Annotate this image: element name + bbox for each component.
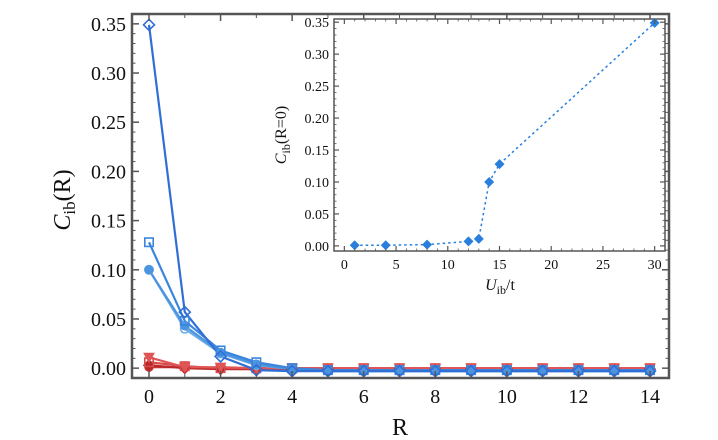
inset-x-axis-title-tail: /t bbox=[506, 277, 515, 294]
main-y-tick-label: 0.10 bbox=[91, 260, 126, 282]
inset-x-tick-label: 15 bbox=[493, 258, 507, 273]
data-point-red-triangle bbox=[178, 362, 191, 374]
main-plot-frame bbox=[130, 12, 671, 380]
inset-y-axis-title-symbol: C bbox=[273, 153, 290, 164]
data-point-dark-blue-diamond bbox=[213, 349, 228, 363]
main-y-tick-label: 0.00 bbox=[91, 358, 126, 380]
inset-x-axis-title-subscript: ib bbox=[497, 283, 506, 297]
main-x-tick-label: 0 bbox=[144, 386, 154, 408]
main-x-tick-label: 14 bbox=[640, 386, 660, 408]
main-x-tick-label: 2 bbox=[216, 386, 226, 408]
data-point-blue-square bbox=[251, 357, 262, 368]
inset-y-tick-label: 0.15 bbox=[305, 144, 330, 159]
inset-x-tick-label: 25 bbox=[596, 258, 610, 273]
main-y-tick-label: 0.35 bbox=[91, 14, 126, 36]
main-x-tick-label: 6 bbox=[359, 386, 369, 408]
inset-y-tick-label: 0.30 bbox=[305, 48, 330, 63]
data-point-red-triangle bbox=[214, 362, 227, 374]
inset-x-tick-label: 30 bbox=[648, 258, 662, 273]
main-x-axis-title: R bbox=[392, 415, 408, 440]
inset-x-axis-title: Uib/t bbox=[485, 277, 515, 297]
data-point-dark-blue-diamond bbox=[142, 18, 156, 32]
inset-x-tick-label: 20 bbox=[544, 258, 558, 273]
inset-data-point bbox=[473, 233, 484, 244]
inset-y-tick-label: 0.00 bbox=[305, 240, 330, 255]
inset-y-tick-label: 0.05 bbox=[305, 208, 330, 223]
inset-x-tick-label: 0 bbox=[341, 258, 348, 273]
main-x-tick-label: 12 bbox=[568, 386, 588, 408]
inset-data-point bbox=[494, 159, 505, 170]
data-point-blue-square bbox=[144, 237, 155, 248]
data-point-mid-blue-circle bbox=[144, 265, 154, 275]
main-x-tick-label: 10 bbox=[497, 386, 517, 408]
main-x-tick-label: 4 bbox=[287, 386, 297, 408]
data-point-blue-square bbox=[215, 345, 226, 356]
inset-plot-marks bbox=[349, 17, 660, 251]
main-y-tick-label: 0.15 bbox=[91, 211, 126, 233]
main-x-tick-label: 8 bbox=[430, 386, 440, 408]
main-axis-ticks: 0 2 4 6 8 10 12 140.000.050.100.150.200.250.300… bbox=[91, 14, 669, 408]
main-y-axis-title: Cib(R) bbox=[50, 169, 79, 230]
inset-y-tick-label: 0.35 bbox=[305, 16, 330, 31]
inset-x-tick-label: 10 bbox=[441, 258, 455, 273]
inset-x-tick-label: 5 bbox=[393, 258, 400, 273]
inset-y-tick-label: 0.20 bbox=[305, 112, 330, 127]
inset-y-tick-label: 0.10 bbox=[305, 176, 330, 191]
inset-y-axis-title-subscript: ib bbox=[279, 144, 293, 153]
inset-axis-ticks: 0 5 10 15 20 25 30 0.00 0.05 0.10 0.15 0.20 0.25 0.30… bbox=[305, 16, 665, 273]
main-y-axis-title-tail: (R) bbox=[50, 169, 76, 201]
inset-data-point bbox=[463, 236, 474, 247]
main-y-axis-title-subscript: ib bbox=[60, 201, 79, 214]
inset-background bbox=[334, 19, 665, 251]
main-y-tick-label: 0.20 bbox=[91, 161, 126, 183]
inset-x-axis-title-symbol: U bbox=[485, 277, 498, 294]
inset-y-tick-label: 0.25 bbox=[305, 80, 330, 95]
main-y-tick-label: 0.05 bbox=[91, 309, 126, 331]
main-y-axis-title-symbol: C bbox=[50, 214, 76, 231]
inset-y-axis-title: Cib(R=0) bbox=[273, 106, 293, 164]
main-y-tick-label: 0.25 bbox=[91, 112, 126, 134]
data-point-red-triangle bbox=[143, 352, 155, 364]
inset-data-point bbox=[484, 176, 495, 187]
main-y-tick-label: 0.30 bbox=[91, 63, 126, 85]
data-point-dark-blue-diamond bbox=[178, 305, 192, 319]
inset-y-axis-title-tail: (R=0) bbox=[273, 106, 290, 144]
